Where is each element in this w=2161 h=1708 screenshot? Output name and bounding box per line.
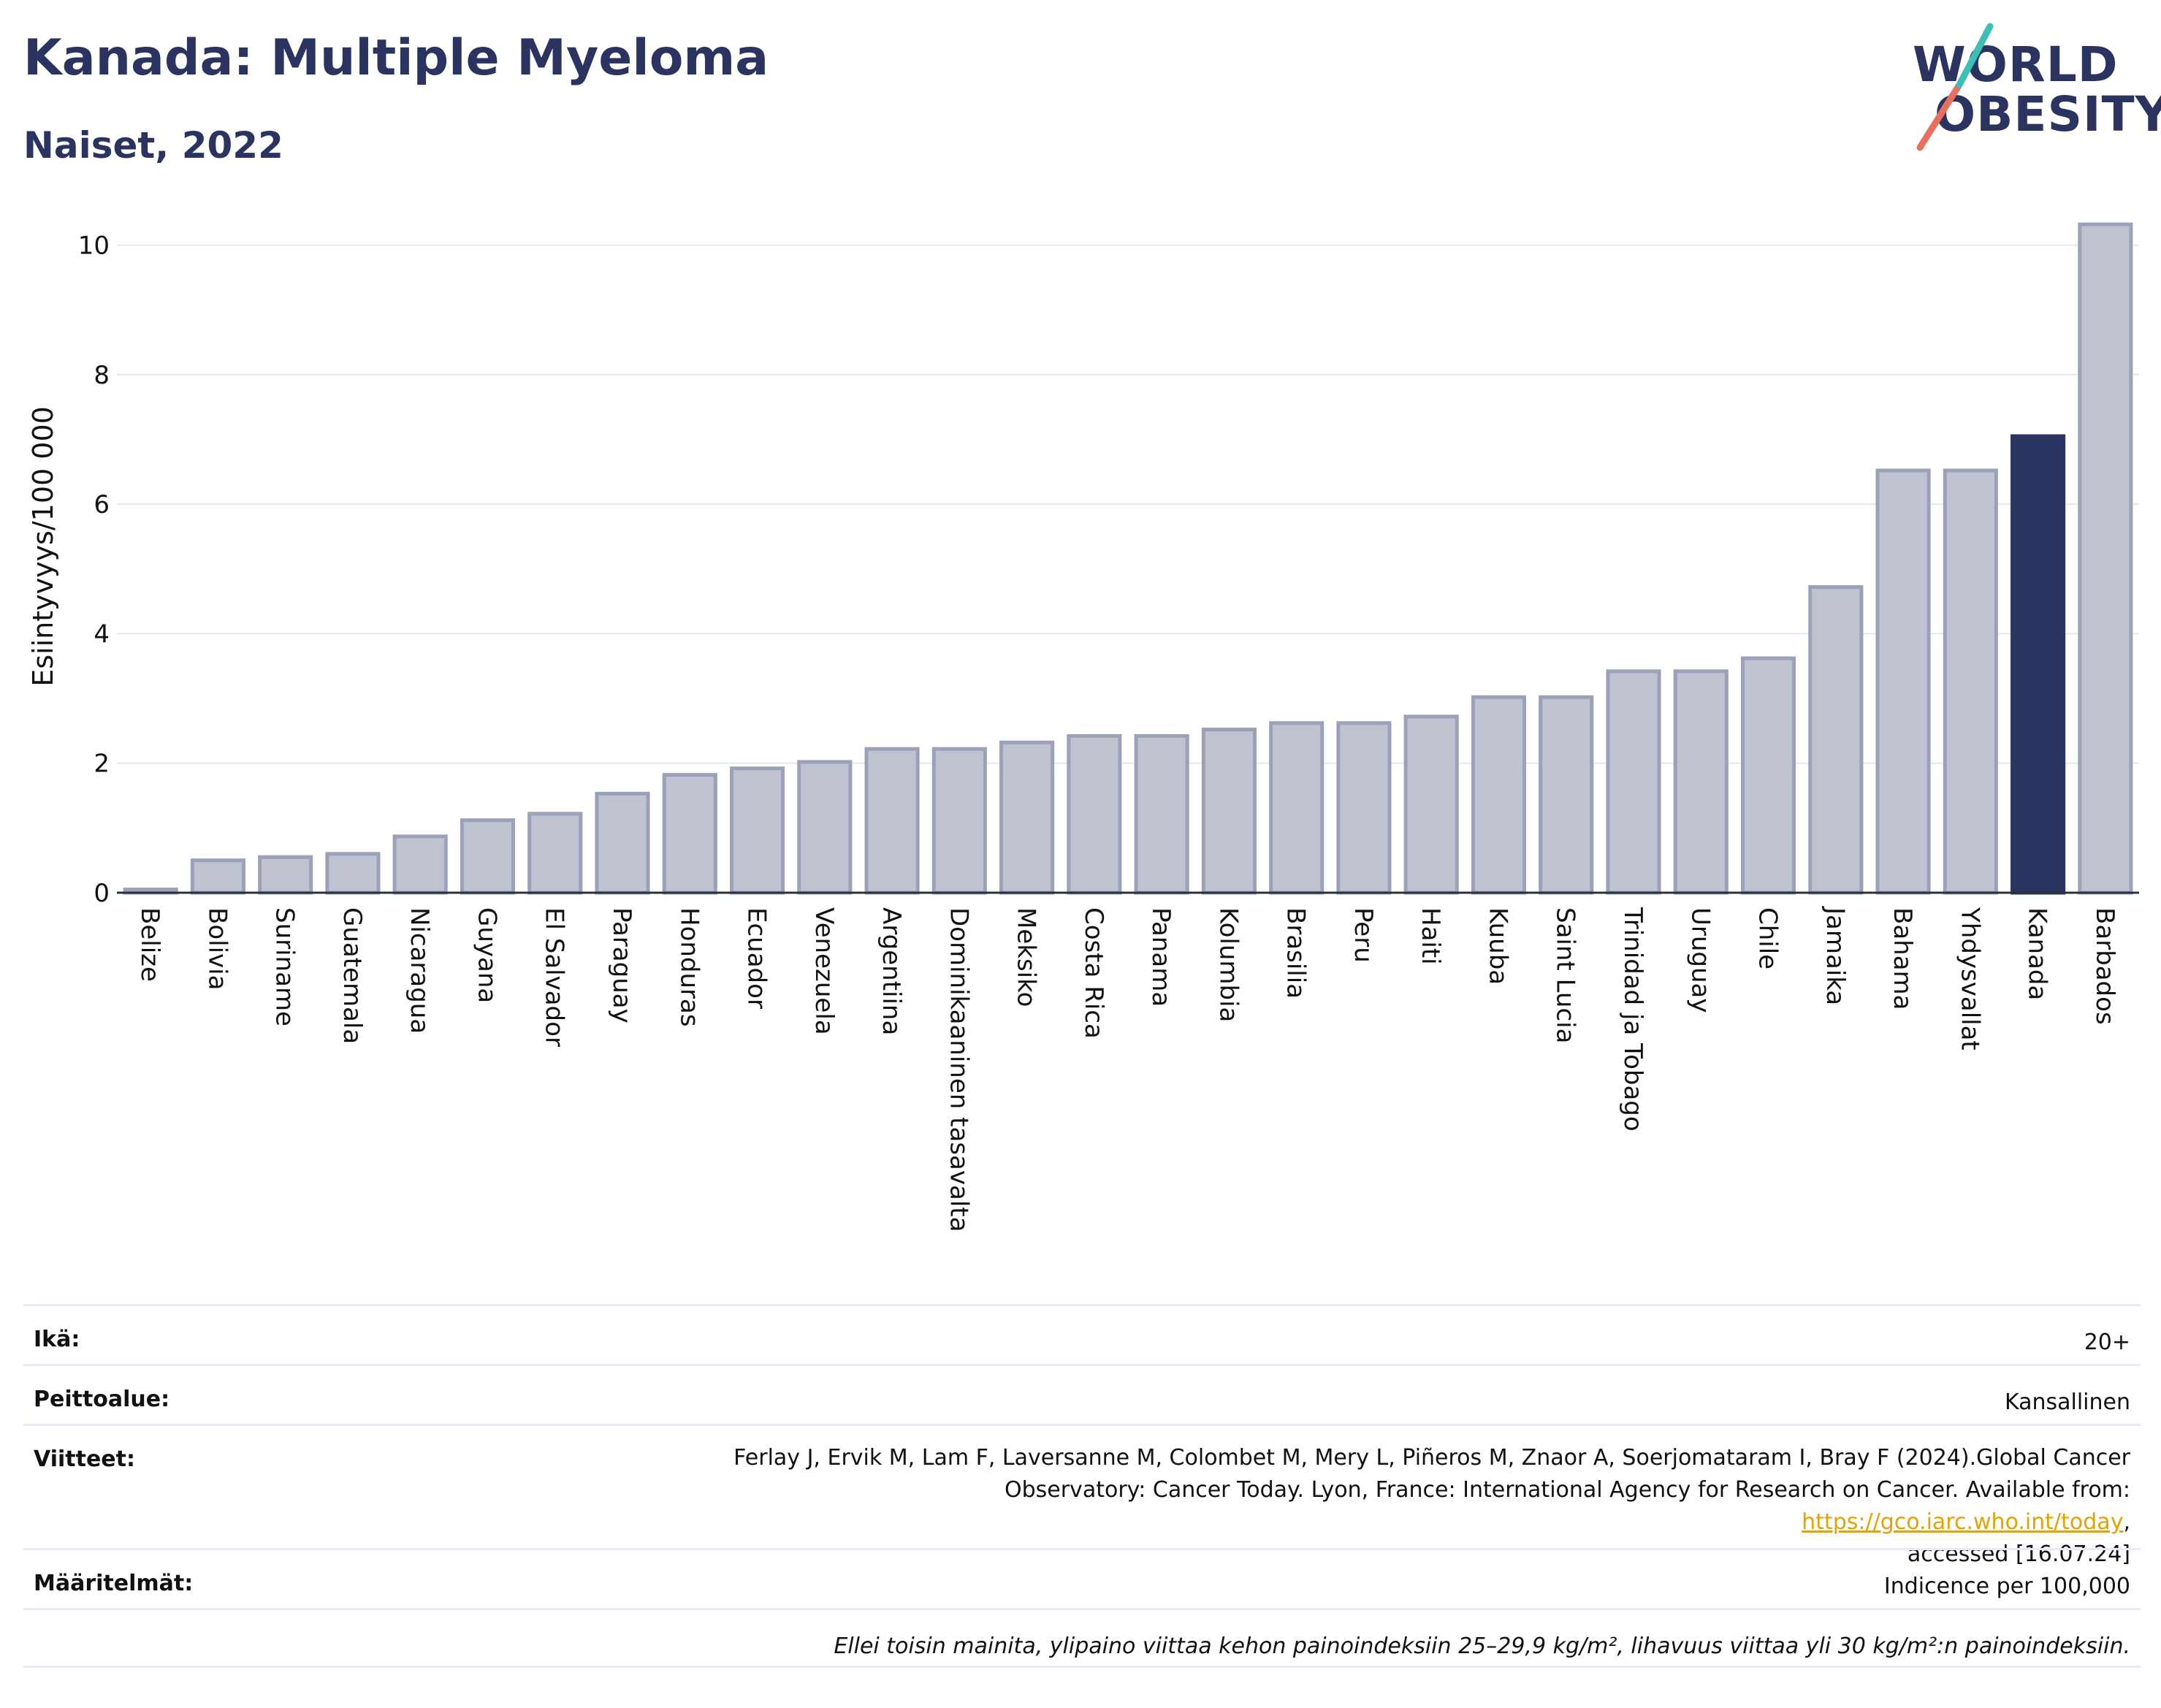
bar-venezuela (797, 760, 853, 895)
x-tick-label: Panama (1146, 907, 1175, 1007)
x-tick-label: Nicaragua (405, 907, 434, 1034)
bar-dominikaaninen-tasavalta (931, 747, 987, 895)
bar-jamaika (1808, 585, 1864, 895)
x-tick-label: Peru (1349, 907, 1378, 963)
x-tick-label: Dominikaaninen tasavalta (944, 907, 973, 1232)
x-tick-label: Paraguay (607, 907, 636, 1023)
x-tick-label: Bolivia (202, 907, 232, 990)
bar-nicaragua (392, 834, 448, 895)
bar-chart: 0 2 4 6 8 10 Belize Bolivia Suriname Guatemala Ni… (27, 222, 2139, 1232)
x-tick-label: Venezuela (809, 907, 839, 1035)
x-tick-label: El Salvador (540, 907, 569, 1047)
references-label: Viitteet: (34, 1446, 135, 1472)
bar-trinidad-ja-tobago (1606, 669, 1661, 895)
gridlines (117, 244, 2139, 764)
references-line-2-text: Observatory: Cancer Today. Lyon, France:… (1004, 1477, 2130, 1503)
definitions-label: Määritelmät: (34, 1571, 194, 1596)
y-tick-label: 10 (78, 231, 110, 260)
bar-kanada (2011, 434, 2066, 895)
bar-uruguay (1673, 669, 1729, 895)
info-row-note: Ellei toisin mainita, ylipaino viittaa k… (23, 1608, 2141, 1668)
y-axis-label: Esiintyvyys/100 000 (27, 406, 59, 687)
bar-meksiko (999, 740, 1055, 895)
x-tick-label: Belize (135, 907, 164, 982)
bar-el-salvador (527, 812, 583, 895)
x-tick-label: Guatemala (338, 907, 367, 1044)
x-tick-label: Bahama (1888, 907, 1917, 1010)
footnote: Ellei toisin mainita, ylipaino viittaa k… (834, 1633, 2130, 1659)
y-tick-label: 6 (94, 490, 110, 519)
bar-guatemala (325, 852, 381, 895)
bar-panama (1134, 733, 1189, 895)
x-tick-label: Kolumbia (1213, 907, 1243, 1022)
references-link[interactable]: https://gco.iarc.who.int/today (1802, 1509, 2124, 1535)
x-tick-label: Trinidad ja Tobago (1618, 907, 1647, 1132)
info-row-references: Viitteet: Ferlay J, Ervik M, Lam F, Lave… (23, 1424, 2141, 1567)
bar-paraguay (595, 791, 650, 895)
y-tick-label: 8 (94, 361, 110, 390)
info-row-age: Ikä: 20+ (23, 1304, 2141, 1364)
age-value: 20+ (2084, 1330, 2130, 1355)
y-axis-ticks: 0 2 4 6 8 10 (78, 231, 110, 908)
y-tick-label: 0 (94, 879, 110, 908)
references-comma: , (2123, 1509, 2130, 1535)
info-row-definitions: Määritelmät: Indicence per 100,000 (23, 1548, 2141, 1608)
info-table: Ikä: 20+ Peittoalue: Kansallinen Viittee… (23, 1304, 2141, 1668)
bar-haiti (1403, 714, 1459, 895)
bar-argentiina (864, 747, 920, 895)
x-axis-labels: Belize Bolivia Suriname Guatemala Nicaragua G… (135, 906, 2119, 1232)
definitions-value: Indicence per 100,000 (1883, 1574, 2130, 1599)
coverage-value: Kansallinen (2004, 1389, 2130, 1415)
age-label: Ikä: (34, 1327, 80, 1352)
x-tick-label: Haiti (1416, 907, 1445, 965)
x-tick-label: Yhdysvallat (1955, 907, 1984, 1051)
chart-subtitle: Naiset, 2022 (23, 124, 283, 167)
bar-kolumbia (1201, 728, 1257, 895)
bar-bolivia (190, 858, 245, 895)
x-tick-label: Jamaika (1821, 906, 1850, 1005)
references-line-2: Observatory: Cancer Today. Lyon, France:… (669, 1474, 2130, 1539)
x-tick-label: Brasilia (1281, 907, 1311, 999)
bar-honduras (662, 773, 717, 895)
bars (117, 222, 2139, 895)
bar-barbados (2078, 222, 2133, 895)
bar-saint-lucia (1539, 695, 1594, 895)
bar-brasilia (1269, 721, 1325, 895)
coverage-label: Peittoalue: (34, 1387, 170, 1412)
x-tick-label: Argentiina (877, 907, 906, 1035)
y-tick-label: 2 (94, 750, 110, 779)
bar-ecuador (729, 766, 785, 895)
bar-bahama (1875, 468, 1931, 895)
logo-line-1: WORLD (1913, 37, 2119, 93)
bar-chile (1740, 656, 1796, 895)
bar-costa-rica (1067, 733, 1122, 895)
bar-kuuba (1471, 695, 1527, 895)
x-tick-label: Saint Lucia (1551, 907, 1580, 1043)
x-tick-label: Uruguay (1685, 907, 1715, 1013)
x-tick-label: Meksiko (1012, 907, 1041, 1007)
x-tick-label: Barbados (2090, 907, 2119, 1025)
y-tick-label: 4 (94, 619, 110, 649)
x-tick-label: Suriname (270, 907, 300, 1026)
chart-title: Kanada: Multiple Myeloma (23, 29, 769, 87)
logo-line-2: OBESITY (1935, 86, 2161, 142)
bar-guyana (460, 818, 516, 895)
world-obesity-logo: WORLD OBESITY (1899, 22, 2161, 153)
logo-slash-icon (1916, 23, 1994, 151)
x-tick-label: Kanada (2023, 907, 2052, 1000)
references-line-3: accessed [16.07.24] (1907, 1541, 2130, 1567)
bar-peru (1336, 721, 1392, 895)
x-tick-label: Kuuba (1483, 907, 1512, 985)
x-tick-label: Costa Rica (1079, 907, 1108, 1039)
bar-yhdysvallat (1943, 468, 1998, 895)
info-row-coverage: Peittoalue: Kansallinen (23, 1364, 2141, 1424)
x-tick-label: Guyana (472, 907, 501, 1003)
bar-suriname (258, 855, 313, 895)
references-line-1: Ferlay J, Ervik M, Lam F, Laversanne M, … (733, 1445, 2130, 1471)
x-tick-label: Honduras (674, 907, 704, 1027)
x-tick-label: Ecuador (742, 907, 771, 1009)
x-tick-label: Chile (1753, 907, 1783, 969)
references-value: Ferlay J, Ervik M, Lam F, Laversanne M, … (669, 1442, 2130, 1571)
